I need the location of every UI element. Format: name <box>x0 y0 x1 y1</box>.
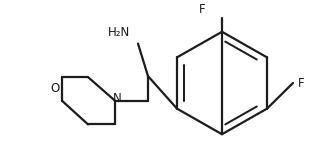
Text: F: F <box>298 76 305 90</box>
Text: O: O <box>50 82 60 95</box>
Text: H₂N: H₂N <box>108 26 130 39</box>
Text: F: F <box>199 3 205 16</box>
Text: N: N <box>113 92 122 105</box>
